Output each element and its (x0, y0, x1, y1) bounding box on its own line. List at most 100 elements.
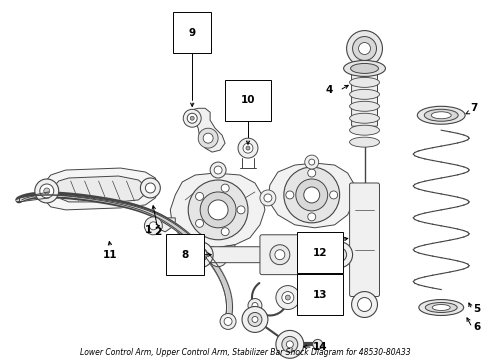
Polygon shape (155, 218, 175, 232)
Circle shape (309, 159, 315, 165)
Text: 13: 13 (313, 289, 327, 300)
Circle shape (214, 254, 222, 262)
Ellipse shape (349, 113, 379, 123)
Circle shape (285, 295, 290, 300)
Ellipse shape (349, 89, 379, 99)
Circle shape (220, 314, 236, 329)
Text: 9: 9 (189, 28, 196, 37)
Circle shape (296, 179, 328, 211)
Circle shape (214, 166, 222, 174)
Circle shape (248, 312, 262, 327)
Circle shape (237, 206, 245, 214)
Circle shape (358, 298, 371, 311)
Circle shape (146, 183, 155, 193)
Circle shape (248, 298, 262, 312)
Circle shape (284, 167, 340, 223)
Circle shape (286, 191, 294, 199)
Ellipse shape (349, 77, 379, 87)
Ellipse shape (432, 305, 450, 310)
Circle shape (276, 285, 300, 310)
Text: 2: 2 (154, 227, 161, 237)
Circle shape (252, 316, 258, 323)
Ellipse shape (350, 63, 378, 73)
Circle shape (337, 252, 343, 258)
Polygon shape (200, 245, 235, 264)
Circle shape (313, 339, 323, 349)
Text: 7: 7 (470, 103, 478, 113)
Circle shape (352, 292, 377, 318)
Circle shape (252, 302, 258, 309)
Text: 1: 1 (145, 225, 152, 235)
Text: 10: 10 (241, 95, 255, 105)
Circle shape (282, 292, 294, 303)
Circle shape (353, 37, 376, 60)
Circle shape (198, 128, 218, 148)
Circle shape (243, 143, 253, 153)
Circle shape (197, 252, 203, 258)
Circle shape (35, 179, 59, 203)
Text: 6: 6 (473, 323, 481, 332)
Text: 3: 3 (326, 235, 333, 245)
Text: 12: 12 (313, 248, 327, 258)
Circle shape (190, 116, 194, 120)
Ellipse shape (349, 137, 379, 147)
Circle shape (183, 109, 201, 127)
Ellipse shape (431, 112, 451, 119)
Circle shape (141, 178, 160, 198)
Circle shape (238, 138, 258, 158)
Circle shape (193, 248, 207, 262)
Circle shape (221, 184, 229, 192)
Ellipse shape (419, 300, 464, 315)
Circle shape (145, 217, 162, 235)
Circle shape (282, 336, 298, 352)
Text: Lower Control Arm, Upper Control Arm, Stabilizer Bar Shock Diagram for 48530-80A: Lower Control Arm, Upper Control Arm, St… (80, 348, 410, 357)
Text: 14: 14 (313, 342, 327, 352)
Text: 5: 5 (473, 305, 481, 315)
Circle shape (188, 180, 248, 240)
Polygon shape (185, 108, 225, 152)
Text: 11: 11 (103, 250, 118, 260)
Ellipse shape (417, 106, 465, 124)
Circle shape (346, 31, 383, 67)
Circle shape (208, 200, 228, 220)
Circle shape (187, 242, 213, 268)
Circle shape (304, 187, 319, 203)
Circle shape (196, 219, 203, 227)
Polygon shape (41, 168, 158, 210)
Circle shape (276, 330, 304, 358)
Circle shape (40, 184, 54, 198)
Text: 8: 8 (182, 250, 189, 260)
Polygon shape (51, 176, 146, 202)
FancyBboxPatch shape (208, 247, 332, 263)
Circle shape (333, 248, 346, 262)
Ellipse shape (349, 101, 379, 111)
FancyBboxPatch shape (349, 183, 379, 297)
Circle shape (275, 250, 285, 260)
Ellipse shape (349, 125, 379, 135)
Circle shape (200, 192, 236, 228)
Circle shape (44, 188, 50, 194)
FancyBboxPatch shape (260, 235, 300, 275)
Circle shape (210, 162, 226, 178)
Polygon shape (268, 163, 355, 228)
Circle shape (221, 228, 229, 236)
Circle shape (286, 341, 294, 348)
Circle shape (246, 146, 250, 150)
Ellipse shape (343, 60, 386, 76)
FancyBboxPatch shape (352, 69, 377, 126)
Circle shape (308, 213, 316, 221)
Text: 4: 4 (326, 85, 333, 95)
Ellipse shape (424, 109, 458, 121)
Circle shape (196, 193, 203, 201)
Circle shape (242, 306, 268, 332)
Circle shape (187, 113, 197, 123)
Circle shape (209, 249, 227, 267)
Circle shape (264, 194, 272, 202)
Circle shape (260, 190, 276, 206)
Polygon shape (171, 173, 265, 248)
Circle shape (308, 169, 316, 177)
Circle shape (270, 245, 290, 265)
Circle shape (203, 133, 213, 143)
Circle shape (305, 155, 318, 169)
Circle shape (149, 222, 157, 230)
